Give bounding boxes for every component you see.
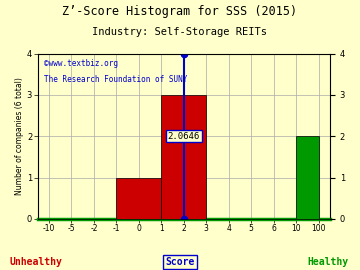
Bar [116,178,161,219]
Bar [161,95,206,219]
Bar [296,136,319,219]
Y-axis label: Number of companies (6 total): Number of companies (6 total) [15,77,24,195]
Text: The Research Foundation of SUNY: The Research Foundation of SUNY [44,75,187,84]
Text: Healthy: Healthy [307,257,348,267]
Text: Unhealthy: Unhealthy [10,257,62,267]
Text: 2.0646: 2.0646 [168,132,200,141]
Text: Industry: Self-Storage REITs: Industry: Self-Storage REITs [93,27,267,37]
Text: ©www.textbiz.org: ©www.textbiz.org [44,59,118,68]
Text: Score: Score [165,257,195,267]
Text: Z’-Score Histogram for SSS (2015): Z’-Score Histogram for SSS (2015) [62,5,298,18]
